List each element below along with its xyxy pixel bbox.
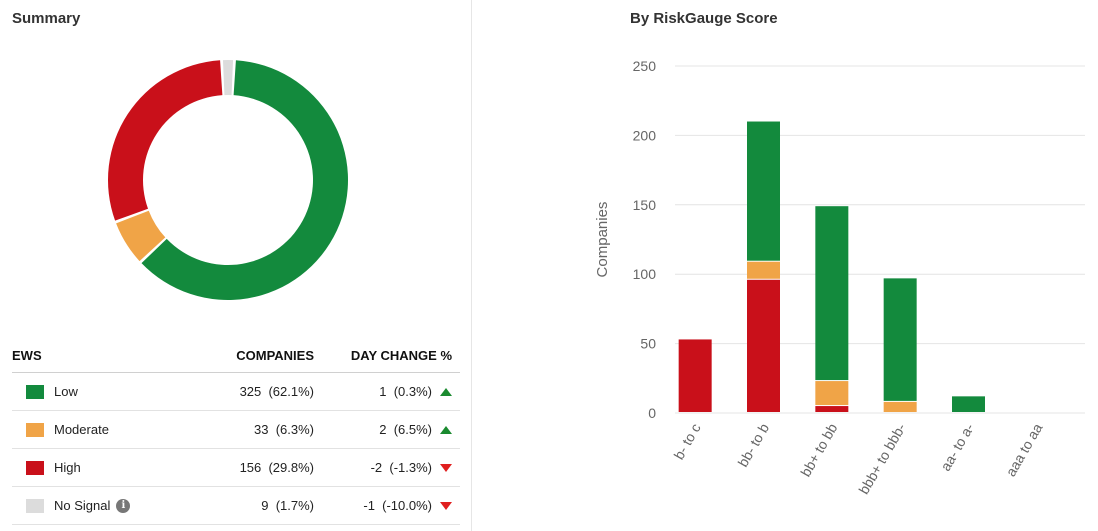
legend-swatch (26, 498, 44, 513)
companies-cell: 33 (6.3%) (192, 410, 322, 449)
y-tick-label: 200 (633, 127, 657, 143)
donut-slice-moderate[interactable] (116, 210, 166, 262)
ews-cell: Low (12, 372, 192, 411)
day-change-value: -1 (-10.0%) (363, 497, 432, 513)
bar-segment-moderate[interactable] (883, 401, 917, 412)
ews-cell: Moderate (12, 410, 192, 449)
ews-label: High (54, 460, 81, 476)
ews-table-body: Low 325 (62.1%) 1 (0.3%) Moderate 33 (6.3%) 2… (12, 372, 460, 525)
header-day-change[interactable]: DAY CHANGE % (322, 340, 460, 373)
summary-title: Summary (12, 10, 81, 27)
table-row[interactable]: High 156 (29.8%) -2 (-1.3%) (12, 448, 460, 487)
summary-panel: Summary EWS COMPANIES DAY CHANGE % Low 32… (0, 0, 472, 531)
bar-segment-low[interactable] (952, 396, 985, 412)
bar-segment-high[interactable] (678, 339, 712, 412)
ews-cell: High (12, 448, 192, 487)
y-axis-label: Companies (594, 202, 611, 278)
companies-cell: 325 (62.1%) (192, 372, 322, 411)
arrow-up-icon (440, 426, 452, 435)
table-row[interactable]: No Signal i 9 (1.7%) -1 (-10.0%) (12, 486, 460, 525)
arrow-down-icon (440, 464, 452, 473)
ews-label: Low (54, 384, 78, 400)
bar-segment-high[interactable] (815, 406, 849, 412)
ews-label: No Signal (54, 498, 111, 514)
ews-table: EWS COMPANIES DAY CHANGE % Low 325 (62.1%… (12, 340, 460, 525)
donut-slice-no-signal[interactable] (222, 60, 234, 96)
ews-cell: No Signal i (12, 486, 192, 525)
arrow-up-icon (440, 388, 452, 397)
riskgauge-panel: 0 50 100 150 200 250 Companies b- to c bb- to b b… (590, 0, 1098, 531)
x-tick-label: aaa to aa (1002, 420, 1045, 479)
riskgauge-title: By RiskGauge Score (630, 10, 778, 27)
bar-segment-low[interactable] (883, 278, 917, 401)
y-tick-label: 0 (648, 405, 656, 421)
day-change-value: 2 (6.5%) (379, 421, 432, 437)
arrow-down-icon (440, 502, 452, 511)
day-change-value: -2 (-1.3%) (370, 459, 432, 475)
header-ews[interactable]: EWS (12, 340, 192, 373)
bar-segment-moderate[interactable] (815, 381, 849, 406)
day-change-cell: 2 (6.5%) (322, 410, 460, 449)
donut-slice-high[interactable] (108, 60, 223, 221)
table-row[interactable]: Moderate 33 (6.3%) 2 (6.5%) (12, 410, 460, 449)
ews-label: Moderate (54, 422, 109, 438)
x-tick-label: bbb+ to bbb- (855, 420, 909, 497)
x-tick-label: b- to c (670, 421, 703, 463)
riskgauge-bar-chart: 0 50 100 150 200 250 Companies b- to c bb- to b b… (594, 58, 1085, 497)
legend-swatch (26, 422, 44, 437)
x-tick-label: bb+ to bb (797, 420, 840, 479)
y-tick-label: 50 (640, 336, 656, 352)
bar-segment-high[interactable] (747, 279, 780, 412)
x-tick-label: aa- to a- (937, 420, 977, 473)
x-tick-label: bb- to b (734, 420, 772, 469)
info-icon[interactable]: i (116, 498, 131, 513)
table-header-row: EWS COMPANIES DAY CHANGE % (12, 340, 460, 373)
day-change-cell: 1 (0.3%) (322, 372, 460, 411)
day-change-value: 1 (0.3%) (379, 383, 432, 399)
header-companies[interactable]: COMPANIES (192, 340, 322, 373)
companies-cell: 9 (1.7%) (192, 486, 322, 525)
donut-slice-low[interactable] (141, 60, 348, 301)
bar-segment-low[interactable] (815, 206, 849, 381)
companies-cell: 156 (29.8%) (192, 448, 322, 487)
y-tick-label: 250 (633, 58, 657, 74)
table-row[interactable]: Low 325 (62.1%) 1 (0.3%) (12, 372, 460, 411)
day-change-cell: -1 (-10.0%) (322, 486, 460, 525)
y-tick-label: 150 (633, 197, 657, 213)
y-tick-label: 100 (633, 266, 657, 282)
day-change-cell: -2 (-1.3%) (322, 448, 460, 487)
legend-swatch (26, 460, 44, 475)
donut-chart (108, 60, 348, 301)
bar-segment-moderate[interactable] (747, 261, 780, 279)
legend-swatch (26, 384, 44, 399)
bar-segment-low[interactable] (747, 121, 780, 261)
